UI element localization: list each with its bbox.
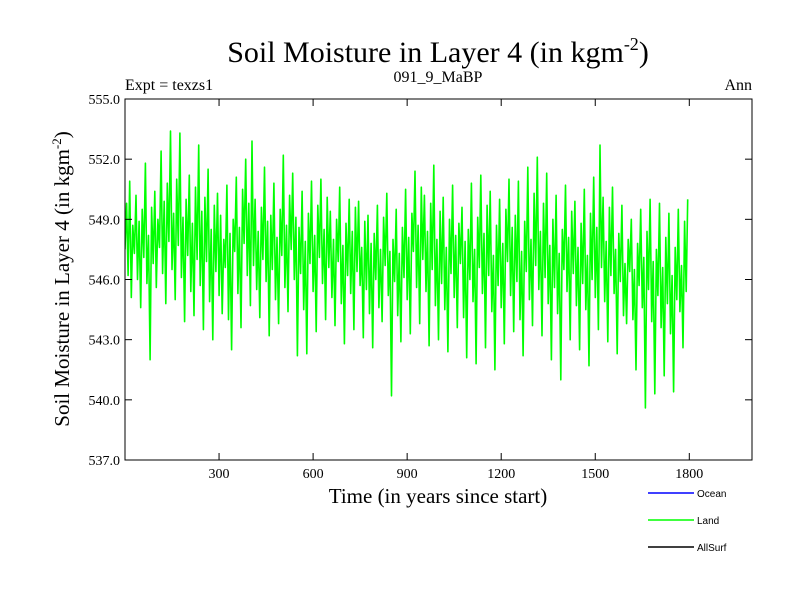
y-axis-label: Soil Moisture in Layer 4 (in kgm-2): [49, 131, 74, 426]
y-tick-label: 552.0: [89, 153, 121, 168]
y-tick-label: 546.0: [89, 274, 121, 289]
x-axis-label: Time (in years since start): [329, 484, 548, 508]
y-tick-label: 555.0: [89, 93, 121, 108]
period-label: 091_9_MaBP: [394, 69, 483, 86]
series-line-land: [125, 130, 689, 409]
y-tick-label: 537.0: [89, 454, 121, 469]
legend-label-ocean: Ocean: [697, 489, 726, 500]
x-axis: 300 600 900 1200 1500 1800: [209, 99, 703, 482]
chart-title: Soil Moisture in Layer 4 (in kgm-2): [227, 34, 649, 69]
x-tick-label: 1500: [581, 467, 609, 482]
legend-label-land: Land: [697, 516, 719, 527]
season-label: Ann: [724, 77, 752, 94]
x-tick-label: 1200: [487, 467, 515, 482]
legend: Ocean Land AllSurf: [648, 489, 727, 554]
legend-label-allsurf: AllSurf: [697, 543, 727, 554]
x-tick-label: 600: [303, 467, 324, 482]
y-tick-label: 540.0: [89, 394, 121, 409]
y-tick-label: 549.0: [89, 213, 121, 228]
x-tick-label: 900: [397, 467, 418, 482]
experiment-label: Expt = texzs1: [125, 77, 213, 94]
x-tick-label: 300: [209, 467, 230, 482]
y-axis: 537.0 540.0 543.0 546.0 549.0 552.0 555.0: [89, 93, 752, 469]
y-tick-label: 543.0: [89, 334, 121, 349]
x-tick-label: 1800: [675, 467, 703, 482]
